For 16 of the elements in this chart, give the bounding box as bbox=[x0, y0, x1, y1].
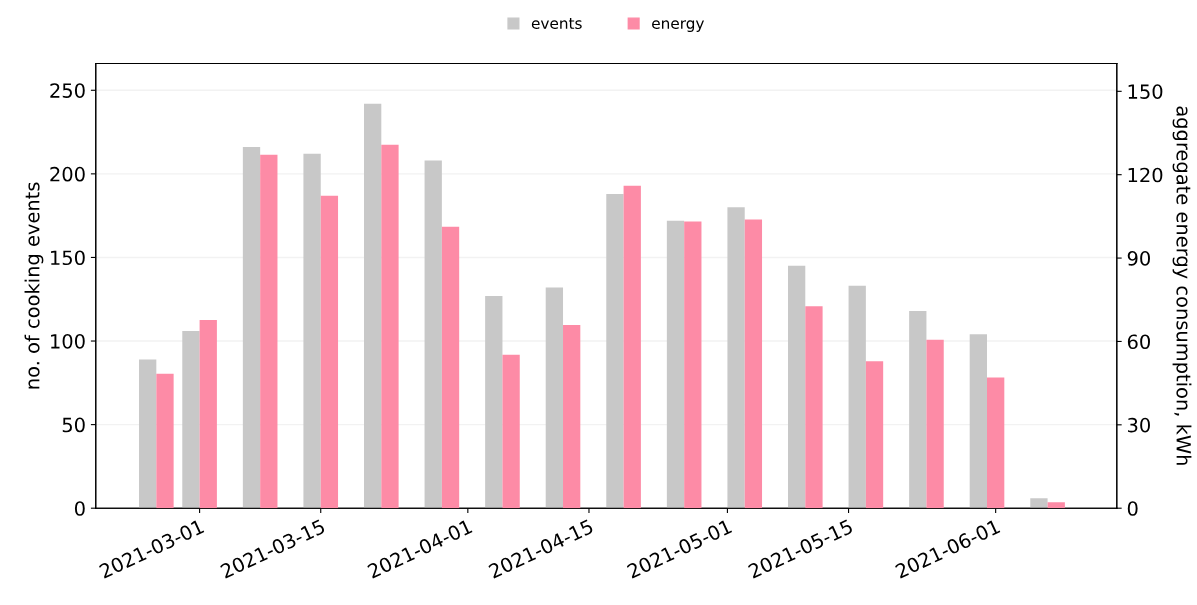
legend-label: events bbox=[531, 18, 582, 30]
y-tick-label: 100 bbox=[51, 333, 85, 349]
y2-tick-label: 120 bbox=[1128, 167, 1163, 183]
y-tick-label: 0 bbox=[74, 501, 85, 516]
y-tick-label: 50 bbox=[62, 417, 85, 433]
y-tick-label: 200 bbox=[50, 166, 85, 182]
y-tick-label: 250 bbox=[50, 83, 85, 98]
y-axis-title: no. of cooking events bbox=[24, 182, 44, 389]
y2-tick-label: 30 bbox=[1128, 417, 1150, 433]
y2-tick-label: 60 bbox=[1127, 334, 1150, 350]
y-tick-label: 150 bbox=[51, 250, 85, 266]
y2-axis-title: aggregate energy consumption, kWh bbox=[1172, 106, 1192, 465]
legend-label: energy bbox=[652, 20, 705, 32]
y2-tick-label: 0 bbox=[1127, 501, 1138, 516]
y2-tick-label: 150 bbox=[1128, 84, 1163, 99]
y2-tick-label: 90 bbox=[1127, 251, 1150, 266]
